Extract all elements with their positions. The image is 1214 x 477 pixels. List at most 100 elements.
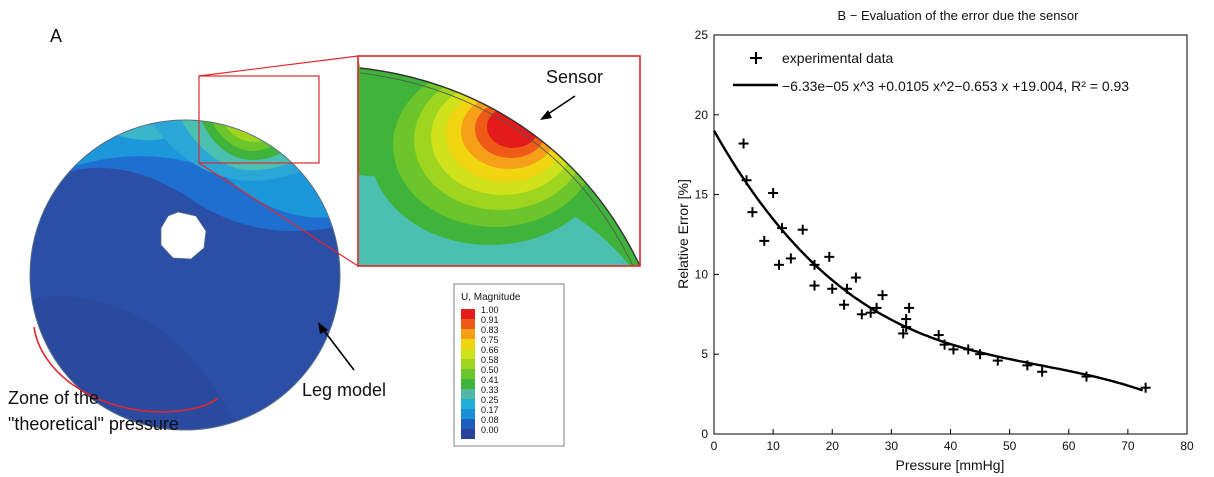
legend-swatch	[461, 379, 475, 389]
legend-swatch	[461, 389, 475, 399]
x-tick-label: 0	[711, 439, 718, 453]
legend-swatch	[461, 419, 475, 429]
zone-bracket	[33, 326, 219, 413]
zoom-selection-box	[198, 75, 320, 164]
data-point	[948, 344, 959, 355]
legend-level-label: 0.50	[481, 365, 499, 375]
data-point	[901, 314, 912, 325]
leg-model-outline	[29, 119, 341, 431]
chart-title: B − Evaluation of the error due the sens…	[837, 8, 1079, 23]
zone-label-line1: Zone of the	[8, 388, 99, 408]
data-point	[774, 259, 785, 270]
fit-curve	[712, 130, 1144, 392]
y-tick-label: 5	[701, 347, 708, 361]
legend-level-label: 0.83	[481, 325, 499, 335]
chart-legend: experimental data −6.33e−05 x^3 +0.0105 …	[733, 50, 1129, 94]
legend-swatch	[461, 359, 475, 369]
legend-swatch	[461, 319, 475, 329]
data-point	[963, 344, 974, 355]
data-point	[741, 175, 752, 186]
zoom-connector-top	[198, 55, 359, 77]
y-tick-label: 0	[701, 427, 708, 441]
sensor-label: Sensor	[546, 67, 603, 87]
legend-level-label: 0.66	[481, 345, 499, 355]
legend-swatch	[461, 339, 475, 349]
leg-model-label: Leg model	[302, 380, 386, 400]
data-point	[939, 339, 950, 350]
legend-level-label: 0.17	[481, 405, 499, 415]
legend-level-label: 0.75	[481, 335, 499, 345]
legend-level-label: 0.33	[481, 385, 499, 395]
data-point	[747, 207, 758, 218]
data-point	[797, 224, 808, 235]
x-tick-label: 40	[944, 439, 958, 453]
legend-level-label: 0.00	[481, 425, 499, 435]
zone-label-line2: "theoretical" pressure	[8, 414, 179, 434]
y-tick-label: 10	[695, 267, 709, 281]
data-point	[842, 283, 853, 294]
data-point	[933, 330, 944, 341]
data-point	[856, 309, 867, 320]
legend-swatch	[461, 399, 475, 409]
data-point	[759, 235, 770, 246]
y-tick-label: 20	[695, 108, 709, 122]
data-point	[992, 355, 1003, 366]
panel-b-chart: B − Evaluation of the error due the sens…	[675, 8, 1194, 473]
legend-level-label: 0.58	[481, 355, 499, 365]
legend-swatch	[461, 369, 475, 379]
legend-label-fit: −6.33e−05 x^3 +0.0105 x^2−0.653 x +19.00…	[782, 78, 1129, 94]
x-tick-label: 80	[1180, 439, 1194, 453]
panel-a: A	[8, 26, 641, 447]
legend-level-label: 0.25	[481, 395, 499, 405]
data-point	[738, 138, 749, 149]
legend-swatch	[461, 429, 475, 439]
zoom-inset	[357, 55, 641, 267]
data-point	[904, 302, 915, 313]
y-tick-label: 15	[695, 188, 709, 202]
data-point	[1140, 382, 1151, 393]
data-point	[824, 251, 835, 262]
data-point	[898, 328, 909, 339]
legend-level-label: 0.08	[481, 415, 499, 425]
data-point	[877, 290, 888, 301]
legend-swatch	[461, 349, 475, 359]
data-point	[768, 188, 779, 199]
legend-label-experimental: experimental data	[782, 50, 894, 66]
data-point	[785, 253, 796, 264]
x-tick-label: 70	[1121, 439, 1135, 453]
data-point	[776, 223, 787, 234]
data-point	[1037, 366, 1048, 377]
data-point	[1081, 371, 1092, 382]
legend-swatch	[461, 309, 475, 319]
y-axis-label: Relative Error [%]	[675, 179, 691, 289]
y-tick-label: 25	[695, 28, 709, 42]
skin-arc	[359, 72, 634, 267]
data-point	[850, 272, 861, 283]
legend-marker-experimental	[750, 52, 762, 64]
x-tick-label: 20	[826, 439, 840, 453]
data-point	[1022, 360, 1033, 371]
data-point	[839, 299, 850, 310]
legend-level-label: 0.91	[481, 315, 499, 325]
leg-arrowhead	[318, 322, 328, 334]
legend-level-label: 1.00	[481, 305, 499, 315]
legend-swatch	[461, 329, 475, 339]
panel-a-label: A	[50, 26, 62, 46]
zoom-inset-frame	[357, 55, 641, 267]
magnitude-legend-title: U, Magnitude	[461, 292, 521, 303]
x-tick-label: 50	[1003, 439, 1017, 453]
legend-swatch	[461, 409, 475, 419]
data-point	[809, 280, 820, 291]
zoom-connector-bottom	[198, 162, 359, 267]
magnitude-legend: U, Magnitude 1.000.910.830.750.660.580.5…	[453, 283, 565, 447]
x-tick-label: 30	[885, 439, 899, 453]
data-point	[865, 307, 876, 318]
x-axis-label: Pressure [mmHg]	[896, 457, 1005, 473]
data-point	[975, 349, 986, 360]
legend-level-label: 0.41	[481, 375, 499, 385]
data-point	[809, 259, 820, 270]
leg-arrow	[321, 327, 355, 371]
data-point	[871, 302, 882, 313]
x-tick-label: 10	[766, 439, 780, 453]
